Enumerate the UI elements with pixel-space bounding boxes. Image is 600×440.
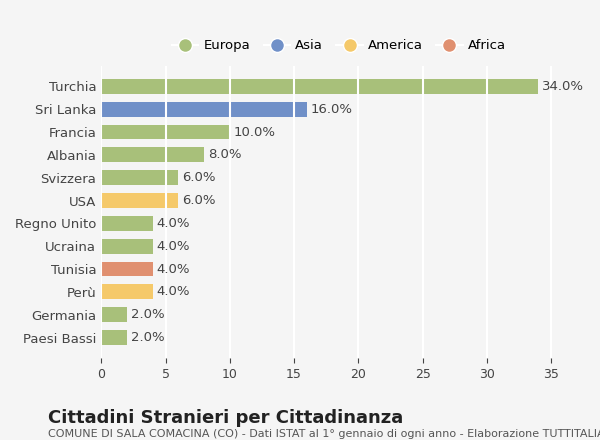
- Text: 4.0%: 4.0%: [157, 286, 190, 298]
- Text: 4.0%: 4.0%: [157, 217, 190, 230]
- Text: 34.0%: 34.0%: [542, 80, 584, 93]
- Text: 2.0%: 2.0%: [131, 308, 164, 321]
- Bar: [101, 307, 127, 322]
- Text: 8.0%: 8.0%: [208, 148, 241, 161]
- Bar: [101, 193, 178, 208]
- Text: Cittadini Stranieri per Cittadinanza: Cittadini Stranieri per Cittadinanza: [48, 409, 403, 427]
- Bar: [101, 125, 230, 139]
- Bar: [101, 79, 538, 94]
- Text: 4.0%: 4.0%: [157, 240, 190, 253]
- Bar: [101, 285, 152, 299]
- Bar: [101, 239, 152, 253]
- Text: COMUNE DI SALA COMACINA (CO) - Dati ISTAT al 1° gennaio di ogni anno - Elaborazi: COMUNE DI SALA COMACINA (CO) - Dati ISTA…: [48, 429, 600, 439]
- Bar: [101, 216, 152, 231]
- Text: 4.0%: 4.0%: [157, 263, 190, 275]
- Bar: [101, 262, 152, 276]
- Text: 16.0%: 16.0%: [311, 103, 353, 116]
- Text: 6.0%: 6.0%: [182, 194, 216, 207]
- Text: 2.0%: 2.0%: [131, 331, 164, 344]
- Legend: Europa, Asia, America, Africa: Europa, Asia, America, Africa: [167, 34, 511, 58]
- Text: 6.0%: 6.0%: [182, 171, 216, 184]
- Bar: [101, 170, 178, 185]
- Bar: [101, 102, 307, 117]
- Bar: [101, 330, 127, 345]
- Bar: [101, 147, 204, 162]
- Text: 10.0%: 10.0%: [233, 125, 275, 139]
